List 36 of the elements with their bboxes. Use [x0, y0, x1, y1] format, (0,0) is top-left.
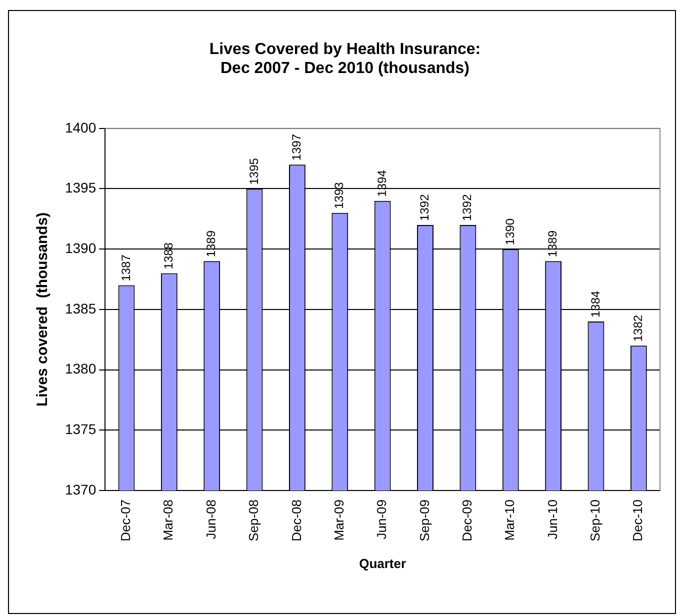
x-tick-label: Jun-09 [374, 499, 390, 540]
x-tick-label: Sep-09 [416, 499, 432, 542]
y-tick-label: 1380 [64, 360, 96, 377]
x-tick-label: Jun-10 [544, 499, 560, 540]
x-tick-label: Mar-08 [160, 499, 176, 541]
data-label: 1394 [374, 170, 389, 197]
x-tick-label: Dec-07 [118, 499, 134, 542]
x-tick-label: Sep-08 [246, 499, 262, 542]
x-tick-label: Mar-09 [331, 499, 346, 541]
x-tick-label: Sep-10 [588, 499, 603, 542]
data-label: 1397 [290, 134, 304, 161]
x-tick-label: Dec-08 [288, 499, 304, 542]
y-tick-label: 1385 [64, 300, 96, 316]
y-tick-label: 1375 [64, 420, 96, 437]
data-label: 1390 [502, 218, 517, 246]
y-tick-label: 1370 [64, 481, 96, 498]
x-tick-label: Mar-10 [502, 499, 518, 541]
x-tick-label: Jun-08 [203, 499, 218, 540]
x-axis-title: Quarter [359, 556, 406, 571]
data-label: 1382 [630, 314, 645, 342]
y-tick-label: 1400 [64, 119, 96, 136]
data-label: 1393 [332, 182, 346, 209]
data-label: 1392 [418, 194, 432, 221]
data-label: 1387 [118, 254, 133, 282]
y-tick-label: 1395 [64, 180, 96, 196]
data-label: 1388 [161, 242, 176, 270]
x-tick-label: Dec-10 [630, 499, 646, 542]
data-label: 1389 [204, 230, 218, 258]
data-label: 1389 [546, 230, 560, 258]
x-tick-label: Dec-09 [460, 499, 475, 542]
data-label: 1392 [460, 194, 474, 221]
y-axis-title: Lives covered (thousands) [34, 212, 52, 407]
y-tick-label: 1390 [64, 240, 96, 256]
data-label: 1384 [588, 290, 602, 318]
chart-title: Lives Covered by Health Insurance: Dec 2007 - Dec 2010 (thousands) [209, 41, 481, 78]
data-label: 1395 [246, 158, 261, 185]
